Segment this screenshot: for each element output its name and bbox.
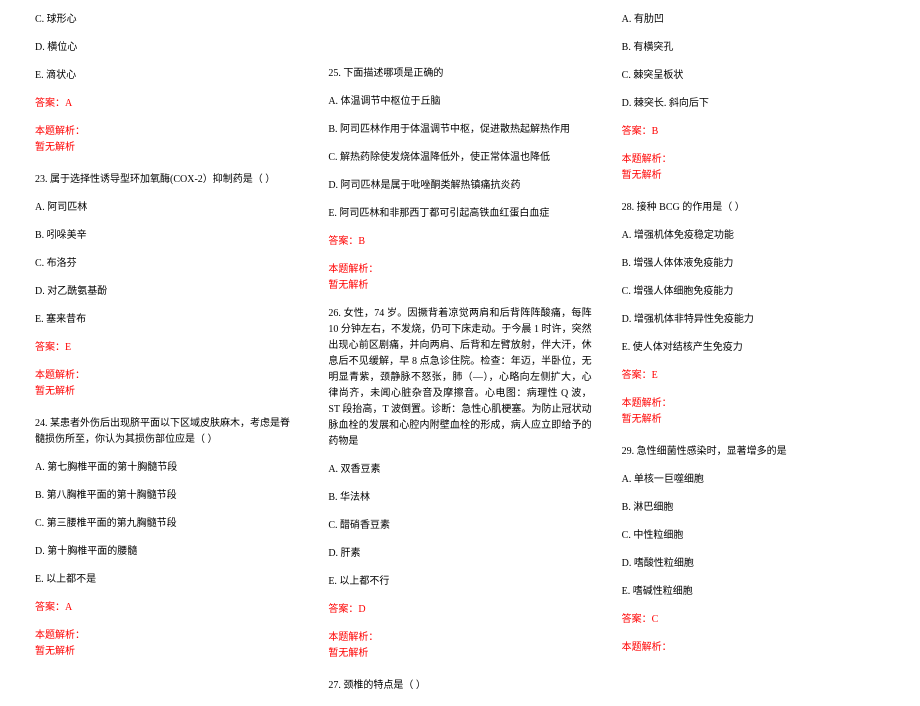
analysis-text: 暂无解析 <box>328 278 591 294</box>
q24-b: B. 第八胸椎平面的第十胸髓节段 <box>35 488 298 504</box>
answer-text: 答案：A <box>35 96 298 112</box>
analysis-label: 本题解析： <box>328 262 591 278</box>
q28-answer: 答案：E <box>622 368 885 384</box>
analysis-text: 暂无解析 <box>35 140 298 156</box>
q27-answer: 答案：B <box>622 124 885 140</box>
q24-title: 24. 某患者外伤后出现脐平面以下区域皮肤麻木，考虑是脊髓损伤所至，你认为其损伤… <box>35 416 298 448</box>
q23-title: 23. 属于选择性诱导型环加氧酶(COX-2）抑制药是（ ） <box>35 172 298 188</box>
q24-d: D. 第十胸椎平面的腰髓 <box>35 544 298 560</box>
q26-a: A. 双香豆素 <box>328 462 591 478</box>
q27-title: 27. 颈椎的特点是（ ） <box>328 678 591 694</box>
q28-title: 28. 接种 BCG 的作用是（ ） <box>622 200 885 216</box>
q29-a: A. 单核一巨噬细胞 <box>622 472 885 488</box>
q28-d: D. 增强机体非特异性免疫能力 <box>622 312 885 328</box>
q25-e: E. 阿司匹林和非那西丁都可引起高铁血红蛋白血症 <box>328 206 591 222</box>
q25-title: 25. 下面描述哪项是正确的 <box>328 66 591 82</box>
q25-d: D. 阿司匹林是属于吡唑酮类解热镇痛抗炎药 <box>328 178 591 194</box>
q24-e: E. 以上都不是 <box>35 572 298 588</box>
q23-answer: 答案：E <box>35 340 298 356</box>
q26-e: E. 以上都不行 <box>328 574 591 590</box>
column-2: 25. 下面描述哪项是正确的 A. 体温调节中枢位于丘脑 B. 阿司匹林作用于体… <box>313 0 606 706</box>
analysis-label: 本题解析： <box>35 124 298 140</box>
analysis-text: 暂无解析 <box>328 646 591 662</box>
q26-d: D. 肝素 <box>328 546 591 562</box>
q26-b: B. 华法林 <box>328 490 591 506</box>
q27-a: A. 有肋凹 <box>622 12 885 28</box>
q23-c: C. 布洛芬 <box>35 256 298 272</box>
analysis-label: 本题解析： <box>328 630 591 646</box>
column-3: A. 有肋凹 B. 有横突孔 C. 棘突呈板状 D. 棘突长. 斜向后下 答案：… <box>607 0 900 706</box>
q24-a: A. 第七胸椎平面的第十胸髓节段 <box>35 460 298 476</box>
analysis-label: 本题解析： <box>35 628 298 644</box>
q25-answer: 答案：B <box>328 234 591 250</box>
q29-title: 29. 急性细菌性感染时，显著增多的是 <box>622 444 885 460</box>
q25-c: C. 解热药除使发烧体温降低外，使正常体温也降低 <box>328 150 591 166</box>
q28-b: B. 增强人体体液免疫能力 <box>622 256 885 272</box>
q29-c: C. 中性粒细胞 <box>622 528 885 544</box>
q26-c: C. 醋硝香豆素 <box>328 518 591 534</box>
analysis-label: 本题解析： <box>35 368 298 384</box>
q23-b: B. 吲哚美辛 <box>35 228 298 244</box>
q29-answer: 答案：C <box>622 612 885 628</box>
analysis-text: 暂无解析 <box>622 168 885 184</box>
analysis-label: 本题解析： <box>622 152 885 168</box>
option-d: D. 横位心 <box>35 40 298 56</box>
q29-e: E. 嗜碱性粒细胞 <box>622 584 885 600</box>
q28-e: E. 使人体对结核产生免疫力 <box>622 340 885 356</box>
q23-d: D. 对乙酰氨基酚 <box>35 284 298 300</box>
q27-c: C. 棘突呈板状 <box>622 68 885 84</box>
exam-page: C. 球形心 D. 横位心 E. 滴状心 答案：A 本题解析： 暂无解析 23.… <box>0 0 920 706</box>
q23-a: A. 阿司匹林 <box>35 200 298 216</box>
q23-e: E. 塞来昔布 <box>35 312 298 328</box>
analysis-label: 本题解析： <box>622 396 885 412</box>
q29-d: D. 嗜酸性粒细胞 <box>622 556 885 572</box>
q29-b: B. 淋巴细胞 <box>622 500 885 516</box>
option-e: E. 滴状心 <box>35 68 298 84</box>
analysis-label: 本题解析： <box>622 640 885 656</box>
q28-a: A. 增强机体免疫稳定功能 <box>622 228 885 244</box>
q26-answer: 答案：D <box>328 602 591 618</box>
option-c: C. 球形心 <box>35 12 298 28</box>
analysis-text: 暂无解析 <box>35 384 298 400</box>
q25-a: A. 体温调节中枢位于丘脑 <box>328 94 591 110</box>
q25-b: B. 阿司匹林作用于体温调节中枢，促进散热起解热作用 <box>328 122 591 138</box>
q28-c: C. 增强人体细胞免疫能力 <box>622 284 885 300</box>
q24-answer: 答案：A <box>35 600 298 616</box>
q27-d: D. 棘突长. 斜向后下 <box>622 96 885 112</box>
q27-b: B. 有横突孔 <box>622 40 885 56</box>
q24-c: C. 第三腰椎平面的第九胸髓节段 <box>35 516 298 532</box>
q26-title: 26. 女性，74 岁。因撅背着凉觉两肩和后背阵阵酸痛，每阵 10 分钟左右，不… <box>328 306 591 450</box>
column-1: C. 球形心 D. 横位心 E. 滴状心 答案：A 本题解析： 暂无解析 23.… <box>20 0 313 706</box>
analysis-text: 暂无解析 <box>622 412 885 428</box>
analysis-text: 暂无解析 <box>35 644 298 660</box>
